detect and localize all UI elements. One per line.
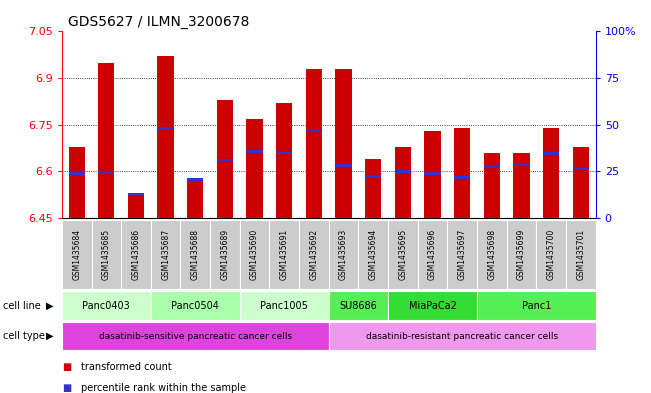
Bar	[306, 129, 322, 132]
Text: GSM1435687: GSM1435687	[161, 229, 170, 280]
Bar	[62, 322, 329, 351]
Text: Panc0403: Panc0403	[83, 301, 130, 310]
Bar	[365, 175, 381, 178]
Text: GSM1435700: GSM1435700	[547, 229, 556, 280]
Bar	[536, 220, 566, 289]
Bar	[158, 127, 174, 130]
Text: ▶: ▶	[46, 331, 53, 341]
Text: GSM1435694: GSM1435694	[368, 229, 378, 280]
Text: GSM1435686: GSM1435686	[132, 229, 141, 280]
Text: percentile rank within the sample: percentile rank within the sample	[81, 383, 246, 393]
Bar	[68, 147, 85, 218]
Text: dasatinib-resistant pancreatic cancer cells: dasatinib-resistant pancreatic cancer ce…	[366, 332, 559, 341]
Bar	[240, 220, 270, 289]
Bar	[514, 153, 530, 218]
Bar	[151, 292, 240, 320]
Text: ▶: ▶	[46, 301, 53, 310]
Bar	[180, 220, 210, 289]
Text: GSM1435698: GSM1435698	[488, 229, 496, 280]
Bar	[418, 220, 447, 289]
Bar	[543, 152, 559, 155]
Text: cell line: cell line	[3, 301, 41, 310]
Bar	[158, 56, 174, 218]
Bar	[484, 153, 500, 218]
Bar	[217, 100, 233, 218]
Bar	[477, 220, 506, 289]
Text: ■: ■	[62, 362, 71, 372]
Bar	[477, 292, 596, 320]
Bar	[395, 170, 411, 173]
Text: MiaPaCa2: MiaPaCa2	[409, 301, 456, 310]
Bar	[365, 159, 381, 218]
Bar	[276, 152, 292, 154]
Text: GSM1435690: GSM1435690	[250, 229, 259, 280]
Text: GSM1435692: GSM1435692	[309, 229, 318, 280]
Bar	[306, 69, 322, 218]
Bar	[335, 69, 352, 218]
Bar	[424, 172, 441, 175]
Text: Panc1: Panc1	[521, 301, 551, 310]
Bar	[151, 220, 180, 289]
Text: SU8686: SU8686	[340, 301, 378, 310]
Text: GSM1435693: GSM1435693	[339, 229, 348, 280]
Text: GSM1435684: GSM1435684	[72, 229, 81, 280]
Bar	[128, 193, 144, 196]
Bar	[299, 220, 329, 289]
Bar	[424, 131, 441, 218]
Bar	[484, 165, 500, 168]
Bar	[388, 292, 477, 320]
Text: GSM1435701: GSM1435701	[576, 229, 585, 280]
Bar	[543, 128, 559, 218]
Bar	[573, 167, 589, 170]
Text: ■: ■	[62, 383, 71, 393]
Bar	[247, 151, 263, 153]
Bar	[128, 193, 144, 218]
Bar	[121, 220, 151, 289]
Text: GSM1435699: GSM1435699	[517, 229, 526, 280]
Text: GSM1435697: GSM1435697	[458, 229, 467, 280]
Bar	[335, 164, 352, 167]
Text: GSM1435689: GSM1435689	[221, 229, 229, 280]
Text: GSM1435691: GSM1435691	[280, 229, 289, 280]
Text: GDS5627 / ILMN_3200678: GDS5627 / ILMN_3200678	[68, 15, 250, 29]
Bar	[187, 178, 204, 218]
Text: GSM1435688: GSM1435688	[191, 229, 200, 280]
Text: cell type: cell type	[3, 331, 45, 341]
Text: Panc0504: Panc0504	[171, 301, 219, 310]
Bar	[359, 220, 388, 289]
Bar	[270, 220, 299, 289]
Text: dasatinib-sensitive pancreatic cancer cells: dasatinib-sensitive pancreatic cancer ce…	[99, 332, 292, 341]
Bar	[276, 103, 292, 218]
Bar	[573, 147, 589, 218]
Bar	[329, 322, 596, 351]
Bar	[210, 220, 240, 289]
Bar	[388, 220, 418, 289]
Text: GSM1435696: GSM1435696	[428, 229, 437, 280]
Bar	[454, 128, 471, 218]
Bar	[454, 176, 471, 179]
Bar	[62, 220, 92, 289]
Bar	[566, 220, 596, 289]
Text: Panc1005: Panc1005	[260, 301, 308, 310]
Bar	[217, 158, 233, 162]
Bar	[329, 292, 388, 320]
Bar	[514, 163, 530, 166]
Bar	[329, 220, 359, 289]
Bar	[98, 172, 115, 174]
Bar	[98, 62, 115, 218]
Bar	[506, 220, 536, 289]
Bar	[187, 178, 204, 181]
Bar	[247, 119, 263, 218]
Bar	[62, 292, 151, 320]
Bar	[240, 292, 329, 320]
Bar	[395, 147, 411, 218]
Text: GSM1435685: GSM1435685	[102, 229, 111, 280]
Bar	[68, 172, 85, 175]
Text: transformed count: transformed count	[81, 362, 172, 372]
Bar	[92, 220, 121, 289]
Text: GSM1435695: GSM1435695	[398, 229, 408, 280]
Bar	[447, 220, 477, 289]
